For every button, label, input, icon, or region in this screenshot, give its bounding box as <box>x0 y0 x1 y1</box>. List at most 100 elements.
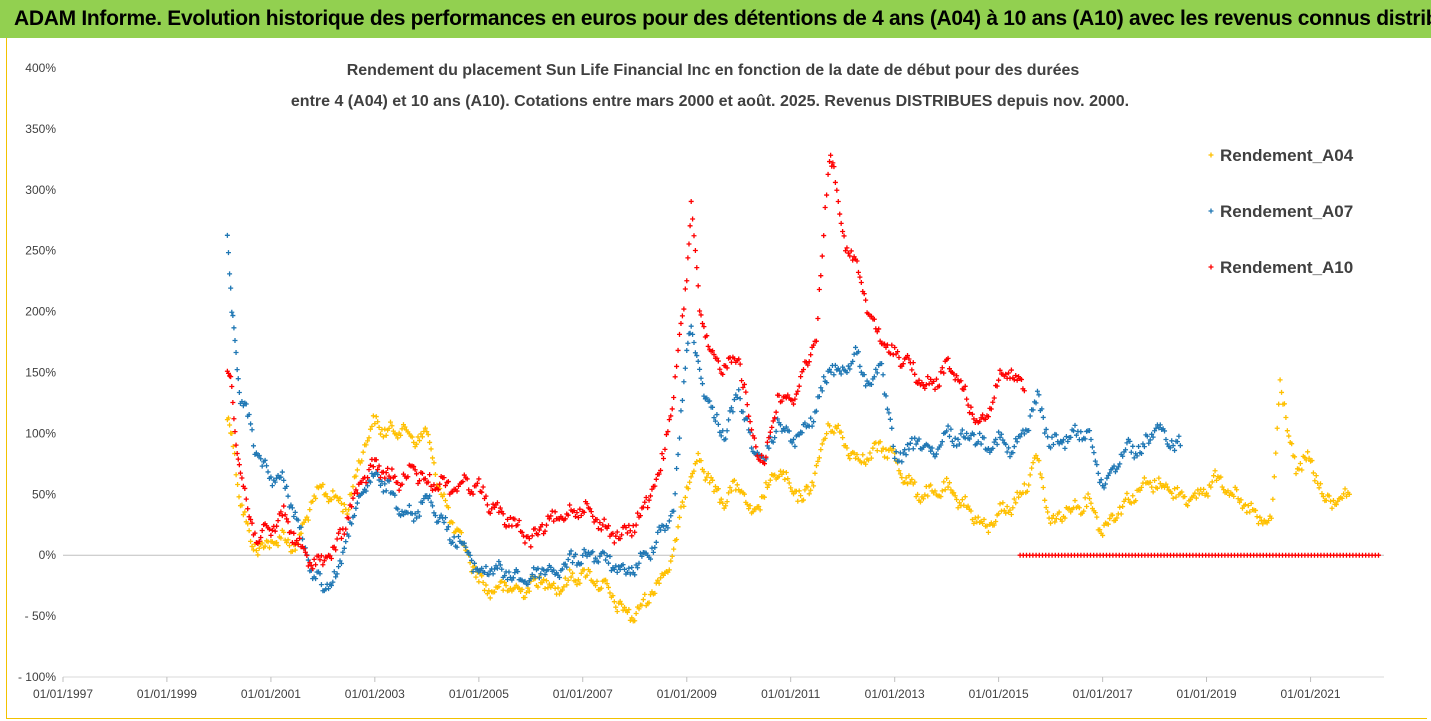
data-point-Rendement_A04 <box>734 482 740 488</box>
data-point-Rendement_A04 <box>376 424 382 430</box>
data-point-Rendement_A04 <box>791 491 797 497</box>
data-point-Rendement_A07 <box>259 463 265 469</box>
data-point-Rendement_A04 <box>712 484 718 490</box>
data-point-Rendement_A04 <box>951 490 957 496</box>
data-point-Rendement_A10 <box>646 497 652 503</box>
data-point-Rendement_A04 <box>1032 455 1038 461</box>
data-point-Rendement_A10 <box>831 164 837 170</box>
data-point-Rendement_A10 <box>272 528 278 534</box>
data-point-Rendement_A10 <box>637 513 643 519</box>
data-point-Rendement_A07 <box>626 565 632 571</box>
data-point-Rendement_A10 <box>798 374 804 380</box>
data-point-Rendement_A04 <box>425 432 431 438</box>
data-point-Rendement_A10 <box>665 429 671 435</box>
data-point-Rendement_A07 <box>603 557 609 563</box>
data-point-Rendement_A07 <box>1007 454 1013 460</box>
data-point-Rendement_A07 <box>1128 449 1134 455</box>
data-point-Rendement_A10 <box>909 367 915 373</box>
y-tick-label: 150% <box>25 366 56 380</box>
data-point-Rendement_A10 <box>658 467 664 473</box>
data-point-Rendement_A07 <box>494 565 500 571</box>
data-point-Rendement_A10 <box>389 466 395 472</box>
x-tick-label: 01/01/2021 <box>1281 687 1341 701</box>
data-point-Rendement_A10 <box>744 402 750 408</box>
data-point-Rendement_A04 <box>1211 473 1217 479</box>
data-point-Rendement_A10 <box>454 488 460 494</box>
data-point-Rendement_A04 <box>887 445 893 451</box>
data-point-Rendement_A10 <box>916 377 922 383</box>
data-point-Rendement_A07 <box>913 441 919 447</box>
data-point-Rendement_A07 <box>958 431 964 437</box>
data-point-Rendement_A04 <box>1133 498 1139 504</box>
data-point-Rendement_A10 <box>645 505 651 511</box>
data-point-Rendement_A10 <box>536 527 542 533</box>
data-point-Rendement_A07 <box>1063 433 1069 439</box>
data-point-Rendement_A10 <box>1021 388 1027 394</box>
data-point-Rendement_A10 <box>699 321 705 327</box>
data-point-Rendement_A07 <box>1136 443 1142 449</box>
data-point-Rendement_A10 <box>243 496 249 502</box>
data-point-Rendement_A10 <box>239 475 245 481</box>
data-point-Rendement_A10 <box>951 371 957 377</box>
data-point-Rendement_A10 <box>749 427 755 433</box>
data-point-Rendement_A07 <box>635 565 641 571</box>
data-point-Rendement_A10 <box>688 198 694 204</box>
data-point-Rendement_A04 <box>788 485 794 491</box>
data-point-Rendement_A04 <box>611 599 617 605</box>
data-point-Rendement_A04 <box>253 548 259 554</box>
data-point-Rendement_A10 <box>430 487 436 493</box>
data-point-Rendement_A10 <box>868 313 874 319</box>
data-point-Rendement_A04 <box>1036 458 1042 464</box>
data-point-Rendement_A04 <box>230 443 236 449</box>
data-point-Rendement_A04 <box>766 482 772 488</box>
data-point-Rendement_A04 <box>1092 510 1098 516</box>
data-point-Rendement_A10 <box>317 557 323 563</box>
data-point-Rendement_A04 <box>1024 488 1030 494</box>
data-point-Rendement_A04 <box>1011 496 1017 502</box>
data-point-Rendement_A04 <box>750 509 756 515</box>
data-point-Rendement_A07 <box>652 545 658 551</box>
data-point-Rendement_A07 <box>978 441 984 447</box>
data-point-Rendement_A10 <box>229 383 235 389</box>
data-point-Rendement_A04 <box>1235 496 1241 502</box>
data-point-Rendement_A07 <box>616 564 622 570</box>
data-point-Rendement_A10 <box>376 463 382 469</box>
data-point-Rendement_A07 <box>1061 437 1066 443</box>
data-point-Rendement_A07 <box>499 566 505 572</box>
data-point-Rendement_A10 <box>679 313 685 319</box>
data-point-Rendement_A07 <box>928 448 934 454</box>
data-point-Rendement_A04 <box>1238 497 1244 503</box>
data-point-Rendement_A07 <box>1123 447 1129 453</box>
data-point-Rendement_A04 <box>1013 500 1019 506</box>
data-point-Rendement_A04 <box>687 479 693 485</box>
data-point-Rendement_A04 <box>1097 527 1103 533</box>
data-point-Rendement_A07 <box>678 408 684 414</box>
data-point-Rendement_A04 <box>584 572 590 578</box>
data-point-Rendement_A10 <box>617 536 623 542</box>
data-point-Rendement_A04 <box>1255 521 1261 527</box>
data-point-Rendement_A07 <box>695 358 701 364</box>
data-point-Rendement_A07 <box>883 393 889 399</box>
data-point-Rendement_A04 <box>724 499 730 505</box>
data-point-Rendement_A10 <box>889 342 895 348</box>
data-point-Rendement_A07 <box>272 479 278 485</box>
data-point-Rendement_A04 <box>606 584 612 590</box>
data-point-Rendement_A10 <box>988 406 994 412</box>
data-point-Rendement_A07 <box>415 509 421 515</box>
data-point-Rendement_A04 <box>572 578 578 584</box>
data-point-Rendement_A10 <box>365 475 371 481</box>
data-point-Rendement_A10 <box>476 476 482 482</box>
data-point-Rendement_A04 <box>1120 504 1126 510</box>
data-point-Rendement_A07 <box>451 534 457 540</box>
data-point-Rendement_A07 <box>650 549 656 555</box>
data-point-Rendement_A10 <box>282 512 288 518</box>
data-point-Rendement_A04 <box>1001 507 1007 513</box>
data-point-Rendement_A10 <box>507 515 513 521</box>
data-point-Rendement_A04 <box>1027 472 1033 478</box>
data-point-Rendement_A07 <box>783 424 789 430</box>
data-point-Rendement_A04 <box>382 426 388 432</box>
data-point-Rendement_A10 <box>793 391 799 397</box>
data-point-Rendement_A07 <box>428 499 434 505</box>
data-point-Rendement_A07 <box>734 395 740 401</box>
data-point-Rendement_A04 <box>458 530 464 536</box>
